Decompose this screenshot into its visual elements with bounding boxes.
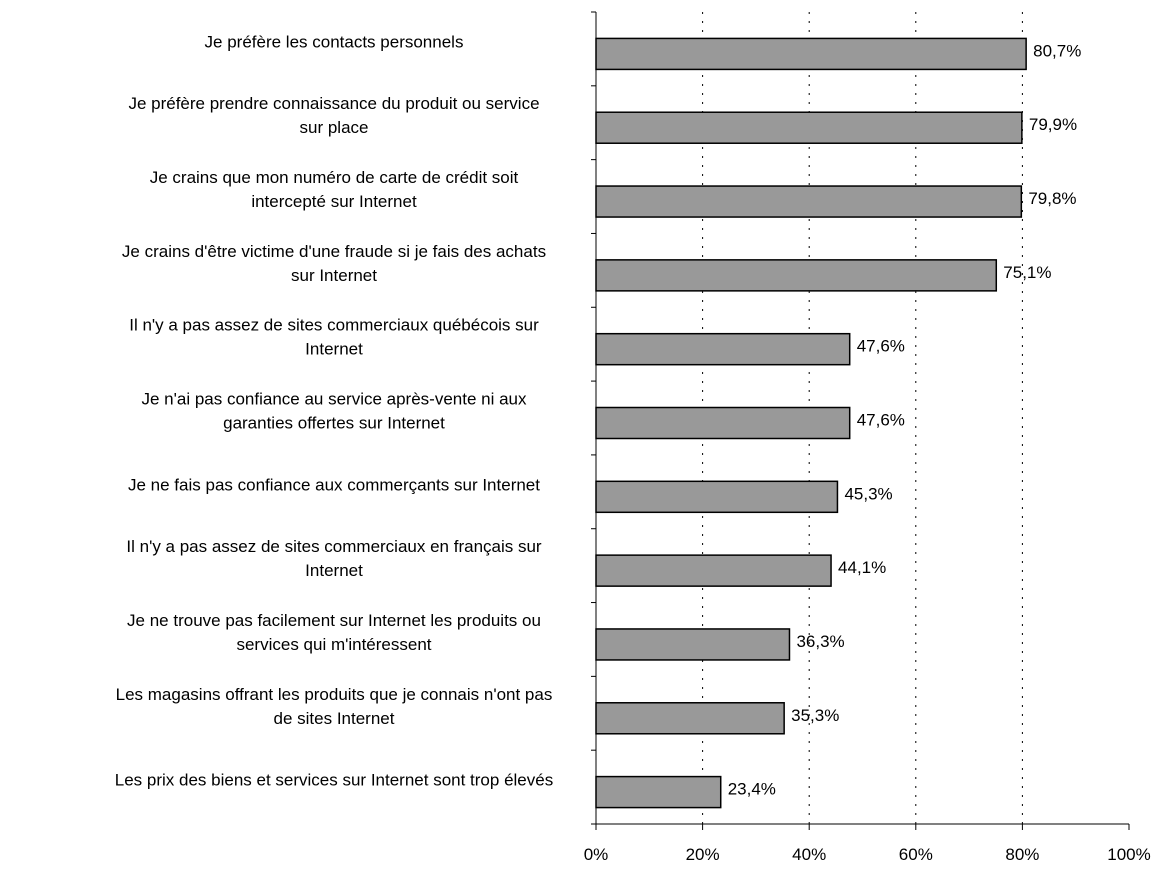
bar — [595, 37, 1027, 71]
x-tick-label: 60% — [899, 845, 933, 864]
x-tick-label: 40% — [792, 845, 826, 864]
category-label: garanties offertes sur Internet — [223, 413, 445, 432]
value-label: 23,4% — [728, 780, 776, 799]
category-label: Je préfère prendre connaissance du produ… — [128, 94, 539, 113]
value-label: 79,8% — [1028, 189, 1076, 208]
value-label: 75,1% — [1003, 263, 1051, 282]
bar — [595, 702, 785, 735]
bar — [595, 111, 1023, 144]
category-label: Il n'y a pas assez de sites commerciaux … — [126, 537, 542, 556]
value-label: 80,7% — [1033, 41, 1081, 60]
bar — [595, 554, 832, 587]
x-tick-label: 80% — [1005, 845, 1039, 864]
bar — [595, 185, 1023, 218]
category-label: sur Internet — [291, 266, 377, 285]
value-label: 36,3% — [796, 632, 844, 651]
value-label: 79,9% — [1029, 115, 1077, 134]
category-label: Je ne trouve pas facilement sur Internet… — [127, 611, 541, 630]
value-label: 45,3% — [844, 484, 892, 503]
category-label: Les magasins offrant les produits que je… — [116, 685, 553, 704]
value-label: 35,3% — [791, 706, 839, 725]
bar — [595, 332, 851, 366]
bar — [595, 628, 791, 661]
x-tick-label: 20% — [686, 845, 720, 864]
bar — [595, 480, 839, 514]
x-tick-label: 100% — [1107, 845, 1150, 864]
bar — [595, 259, 998, 292]
category-label: intercepté sur Internet — [251, 192, 417, 211]
value-label: 44,1% — [838, 558, 886, 577]
category-label: Je ne fais pas confiance aux commerçants… — [128, 475, 540, 494]
category-label: Je n'ai pas confiance au service après-v… — [141, 389, 527, 408]
bar — [595, 406, 851, 440]
x-tick-label: 0% — [584, 845, 609, 864]
category-label: de sites Internet — [274, 709, 395, 728]
category-label: sur place — [300, 118, 369, 137]
category-label: services qui m'intéressent — [236, 635, 431, 654]
category-label: Internet — [305, 340, 363, 359]
category-label: Les prix des biens et services sur Inter… — [115, 771, 553, 790]
category-label: Je préfère les contacts personnels — [205, 32, 464, 51]
bar — [595, 775, 722, 809]
value-label: 47,6% — [857, 410, 905, 429]
value-label: 47,6% — [857, 337, 905, 356]
category-label: Je crains d'être victime d'une fraude si… — [122, 242, 546, 261]
category-label: Internet — [305, 561, 363, 580]
category-label: Il n'y a pas assez de sites commerciaux … — [129, 316, 539, 335]
category-label: Je crains que mon numéro de carte de cré… — [150, 168, 519, 187]
